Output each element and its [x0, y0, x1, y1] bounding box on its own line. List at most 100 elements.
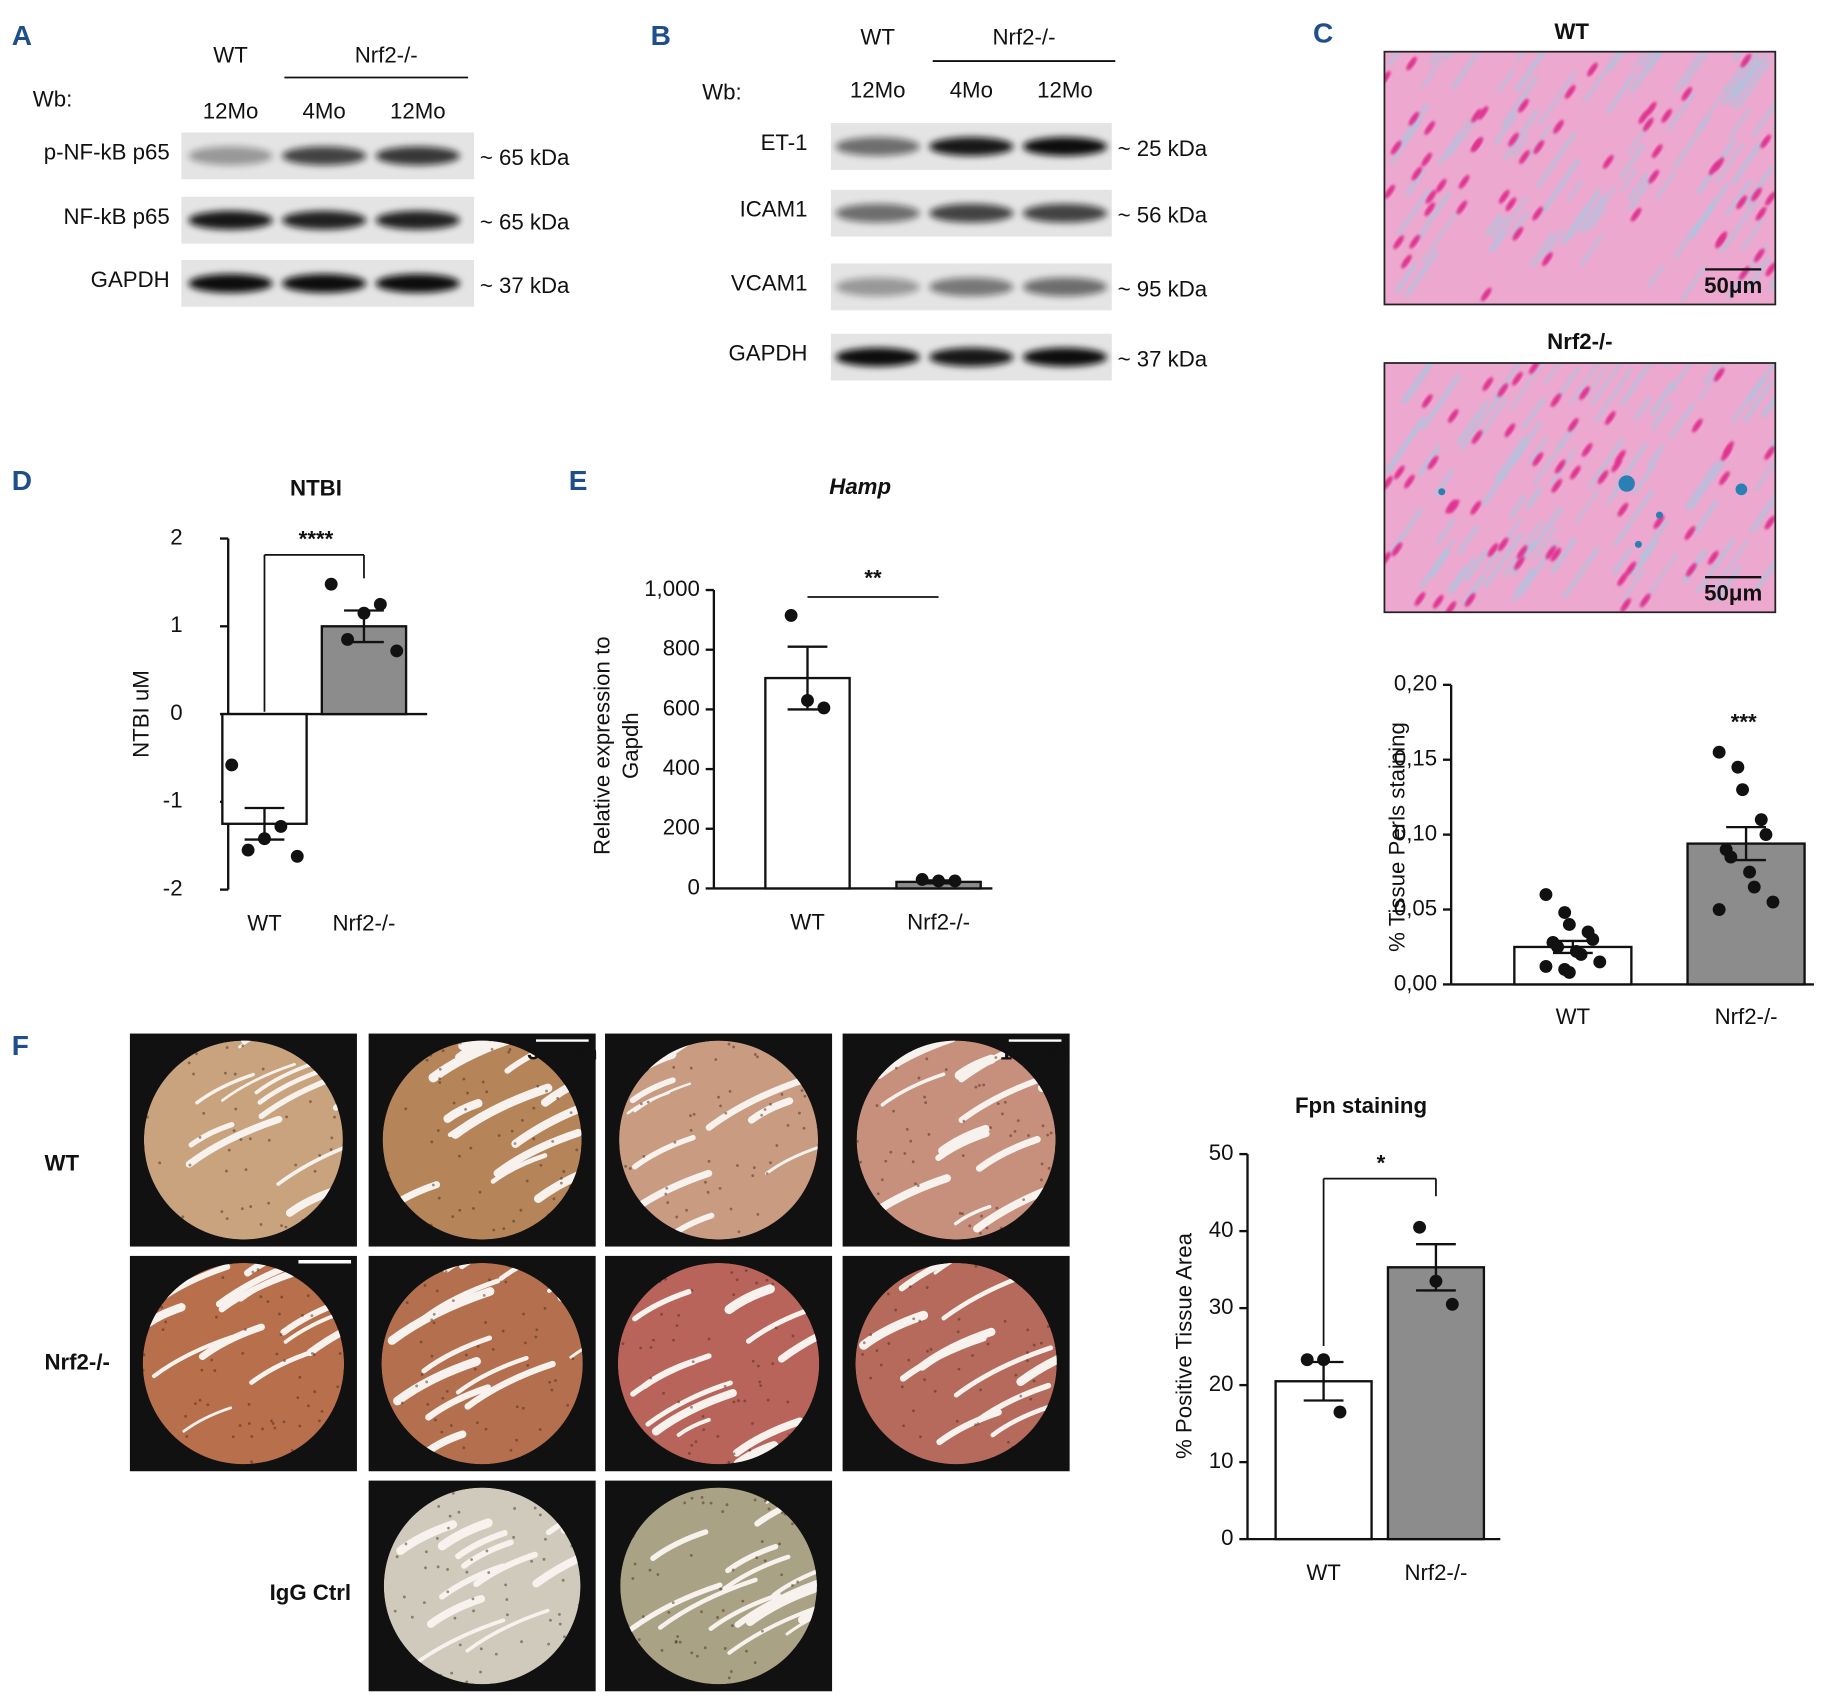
fiber [1693, 499, 1719, 534]
cell [778, 1542, 781, 1546]
fiber [1558, 366, 1581, 397]
cell [879, 1363, 883, 1367]
cell [554, 1379, 557, 1382]
cell [435, 1536, 439, 1540]
cell [1046, 1133, 1050, 1137]
cell [689, 1114, 692, 1118]
nucleus [1681, 86, 1693, 101]
y-tick-label: 0,20 [1394, 671, 1437, 696]
data-point [1759, 828, 1773, 842]
x-tick-label: Nrf2-/- [907, 909, 970, 934]
cell [926, 1349, 929, 1353]
cell [279, 1332, 283, 1336]
cell [479, 1670, 482, 1674]
cell [1003, 1319, 1007, 1323]
blot-band [929, 347, 1014, 367]
cell [925, 1286, 929, 1289]
gap [396, 1520, 458, 1555]
cell [185, 1435, 189, 1438]
nucleus [1614, 450, 1626, 464]
cell [702, 1428, 706, 1432]
cell [504, 1280, 508, 1284]
cell [239, 1138, 243, 1141]
fiber [1751, 100, 1776, 138]
gap [218, 1270, 297, 1313]
cell [701, 1501, 705, 1505]
cell [275, 1352, 279, 1356]
cell [994, 1056, 998, 1059]
gap [450, 1083, 553, 1139]
cell [717, 1095, 720, 1099]
cell [758, 1380, 762, 1384]
nucleus [1480, 287, 1492, 302]
cell [977, 1083, 981, 1087]
cell [410, 1615, 414, 1619]
fiber [1629, 548, 1652, 579]
cell [313, 1169, 317, 1173]
gap [859, 1310, 929, 1350]
panel-letter: C [1313, 18, 1333, 49]
cell [735, 1278, 739, 1282]
cell [957, 1317, 961, 1321]
x-tick-label: WT [790, 909, 825, 934]
cell [520, 1640, 523, 1644]
fiber [1501, 421, 1543, 479]
gap [745, 1582, 817, 1626]
cell [756, 1055, 759, 1059]
cell [250, 1460, 253, 1464]
nucleus [1581, 442, 1593, 457]
cell [956, 1330, 960, 1334]
fiber [1735, 60, 1771, 110]
cell [691, 1360, 695, 1364]
data-point [1586, 933, 1600, 946]
y-tick-label: 20 [1209, 1371, 1234, 1396]
nucleus [1765, 191, 1776, 206]
data-point [1593, 955, 1607, 969]
cell [484, 1427, 488, 1431]
blot-band [282, 274, 367, 293]
fiber [1574, 488, 1600, 524]
gap [455, 1529, 508, 1560]
fiber [1420, 538, 1456, 587]
cell [435, 1289, 439, 1293]
cell [700, 1610, 703, 1614]
fiber [1666, 92, 1696, 133]
fiber [1399, 103, 1430, 145]
nucleus [1482, 377, 1494, 391]
cell [1016, 1119, 1020, 1123]
cell [181, 1215, 185, 1219]
cell [318, 1419, 321, 1423]
cell [917, 1076, 921, 1080]
cell [721, 1510, 725, 1513]
cell [445, 1389, 449, 1393]
nucleus [1404, 474, 1415, 489]
cell [542, 1557, 546, 1561]
cell [689, 1128, 693, 1132]
cell [665, 1186, 669, 1190]
gap [747, 1097, 794, 1124]
data-point [1539, 959, 1553, 973]
nucleus [1723, 441, 1734, 456]
cell [494, 1652, 498, 1656]
cell [458, 1643, 462, 1647]
gap [657, 1577, 758, 1630]
fiber [1451, 51, 1481, 90]
nucleus [1642, 117, 1654, 132]
gap [935, 1130, 990, 1162]
cell [241, 1044, 245, 1048]
data-point [258, 832, 271, 846]
cell [744, 1269, 748, 1272]
cell [485, 1090, 489, 1094]
fiber [1743, 166, 1774, 207]
cell [621, 1342, 625, 1346]
cell [338, 1352, 342, 1355]
panel-letter: F [12, 1030, 29, 1061]
data-point [324, 577, 338, 591]
fiber [1459, 411, 1489, 451]
nucleus [1505, 197, 1517, 212]
cell [440, 1430, 444, 1434]
cell [753, 1661, 757, 1665]
fiber [1732, 51, 1742, 62]
nucleus [1684, 526, 1696, 540]
fiber [1515, 51, 1525, 62]
